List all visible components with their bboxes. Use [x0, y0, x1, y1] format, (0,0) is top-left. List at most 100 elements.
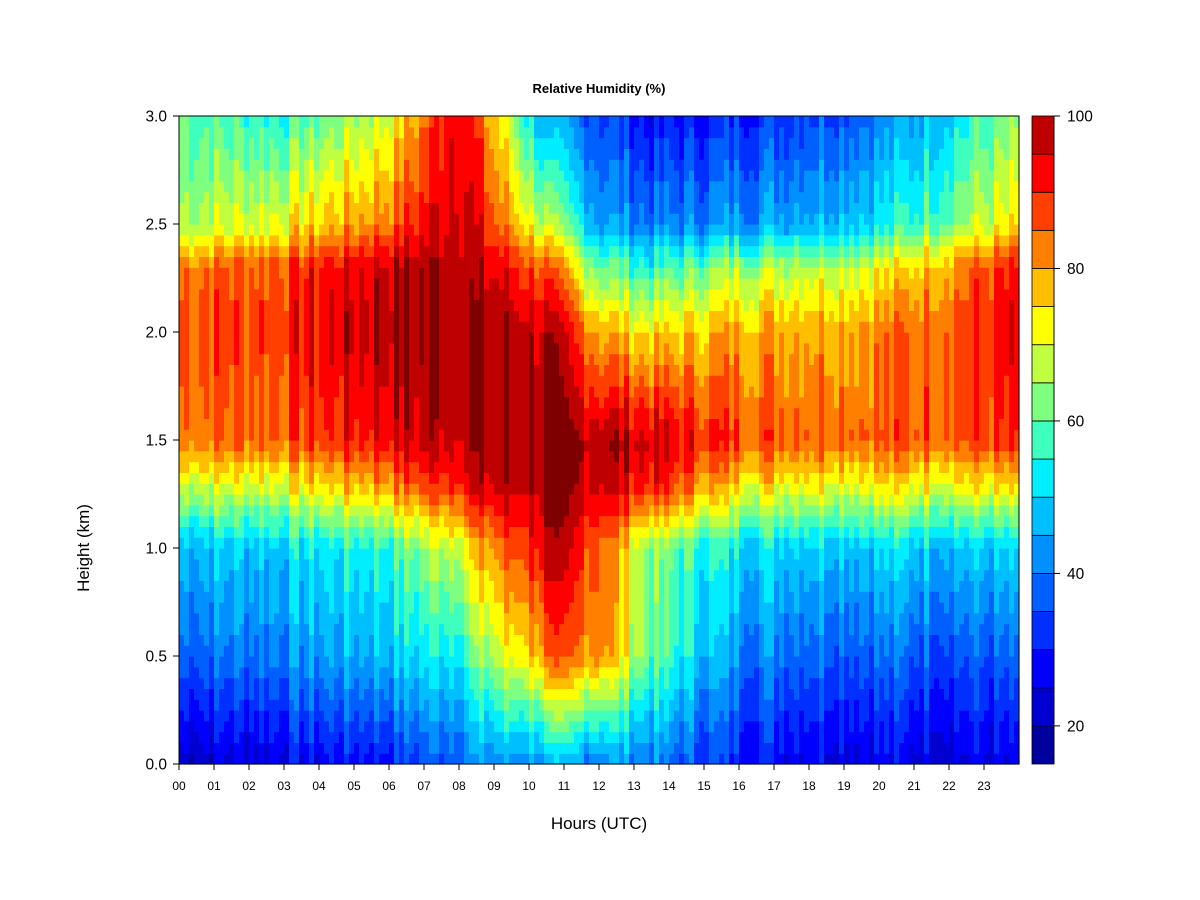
heatmap-cell	[259, 407, 265, 419]
heatmap-cell	[529, 526, 535, 538]
heatmap-cell	[209, 537, 215, 549]
heatmap-cell	[199, 116, 205, 128]
heatmap-cell	[534, 278, 540, 290]
heatmap-cell	[444, 602, 450, 614]
heatmap-cell	[269, 602, 275, 614]
heatmap-cell	[269, 742, 275, 754]
heatmap-cell	[269, 494, 275, 506]
heatmap-cell	[494, 137, 500, 149]
heatmap-cell	[239, 116, 245, 128]
heatmap-cell	[574, 666, 580, 679]
heatmap-cell	[439, 483, 445, 495]
heatmap-cell	[274, 753, 280, 765]
heatmap-cell	[409, 202, 415, 214]
heatmap-cell	[384, 310, 390, 322]
heatmap-cell	[229, 245, 235, 257]
heatmap-cell	[449, 267, 455, 279]
heatmap-cell	[469, 580, 475, 592]
heatmap-cell	[564, 634, 570, 646]
heatmap-cell	[579, 731, 585, 743]
heatmap-cell	[444, 321, 450, 333]
heatmap-cell	[389, 213, 395, 225]
heatmap-cell	[534, 245, 540, 257]
heatmap-cell	[544, 137, 550, 149]
heatmap-cell	[559, 526, 565, 538]
heatmap-cell	[319, 450, 325, 463]
heatmap-cell	[384, 548, 390, 560]
heatmap-cell	[209, 137, 215, 149]
heatmap-cell	[229, 645, 235, 657]
heatmap-cell	[269, 472, 275, 484]
heatmap-cell	[269, 278, 275, 290]
heatmap-cell	[304, 418, 310, 430]
heatmap-cell	[574, 688, 580, 700]
heatmap-cell	[184, 234, 190, 247]
heatmap-cell	[229, 558, 235, 571]
heatmap-cell	[324, 494, 330, 506]
heatmap-cell	[434, 288, 440, 301]
heatmap-cell	[309, 353, 315, 365]
heatmap-cell	[524, 591, 530, 603]
heatmap-cell	[204, 170, 210, 182]
heatmap-cell	[329, 364, 335, 376]
heatmap-cell	[334, 569, 340, 581]
heatmap-cell	[529, 148, 535, 160]
heatmap-cell	[449, 483, 455, 495]
heatmap-cell	[449, 666, 455, 679]
heatmap-cell	[379, 278, 385, 290]
heatmap-cell	[584, 494, 590, 506]
heatmap-cell	[429, 461, 435, 473]
heatmap-cell	[429, 299, 435, 311]
heatmap-cell	[534, 699, 540, 711]
heatmap-cell	[449, 515, 455, 527]
heatmap-cell	[279, 483, 285, 495]
heatmap-cell	[274, 602, 280, 614]
heatmap-cell	[544, 267, 550, 279]
heatmap-cell	[444, 666, 450, 679]
heatmap-cell	[269, 483, 275, 495]
heatmap-cell	[254, 623, 260, 635]
heatmap-cell	[224, 440, 230, 452]
heatmap-cell	[349, 288, 355, 301]
heatmap-cell	[494, 710, 500, 722]
heatmap-cell	[494, 159, 500, 171]
heatmap-cell	[434, 148, 440, 160]
heatmap-cell	[304, 256, 310, 268]
heatmap-cell	[519, 202, 525, 214]
heatmap-cell	[314, 396, 320, 409]
heatmap-cell	[524, 602, 530, 614]
heatmap-cell	[394, 461, 400, 473]
heatmap-cell	[459, 753, 465, 765]
heatmap-cell	[324, 591, 330, 603]
heatmap-cell	[184, 591, 190, 603]
heatmap-cell	[364, 299, 370, 311]
heatmap-cell	[584, 483, 590, 495]
heatmap-cell	[239, 472, 245, 484]
heatmap-cell	[539, 656, 545, 668]
heatmap-cell	[309, 170, 315, 182]
heatmap-cell	[399, 202, 405, 214]
heatmap-cell	[304, 450, 310, 463]
heatmap-cell	[399, 731, 405, 743]
heatmap-cell	[189, 137, 195, 149]
heatmap-cell	[209, 494, 215, 506]
heatmap-cell	[579, 234, 585, 247]
heatmap-cell	[394, 213, 400, 225]
heatmap-cell	[584, 742, 590, 754]
heatmap-cell	[259, 126, 265, 139]
heatmap-cell	[569, 310, 575, 322]
heatmap-cell	[544, 148, 550, 160]
heatmap-cell	[314, 645, 320, 657]
heatmap-cell	[564, 278, 570, 290]
heatmap-cell	[514, 753, 520, 765]
heatmap-cell	[299, 116, 305, 128]
heatmap-cell	[354, 137, 360, 149]
heatmap-cell	[199, 180, 205, 193]
heatmap-cell	[579, 569, 585, 581]
heatmap-cell	[334, 234, 340, 247]
heatmap-cell	[389, 558, 395, 571]
heatmap-cell	[419, 224, 425, 236]
heatmap-cell	[324, 137, 330, 149]
heatmap-cell	[194, 558, 200, 571]
heatmap-cell	[579, 396, 585, 409]
